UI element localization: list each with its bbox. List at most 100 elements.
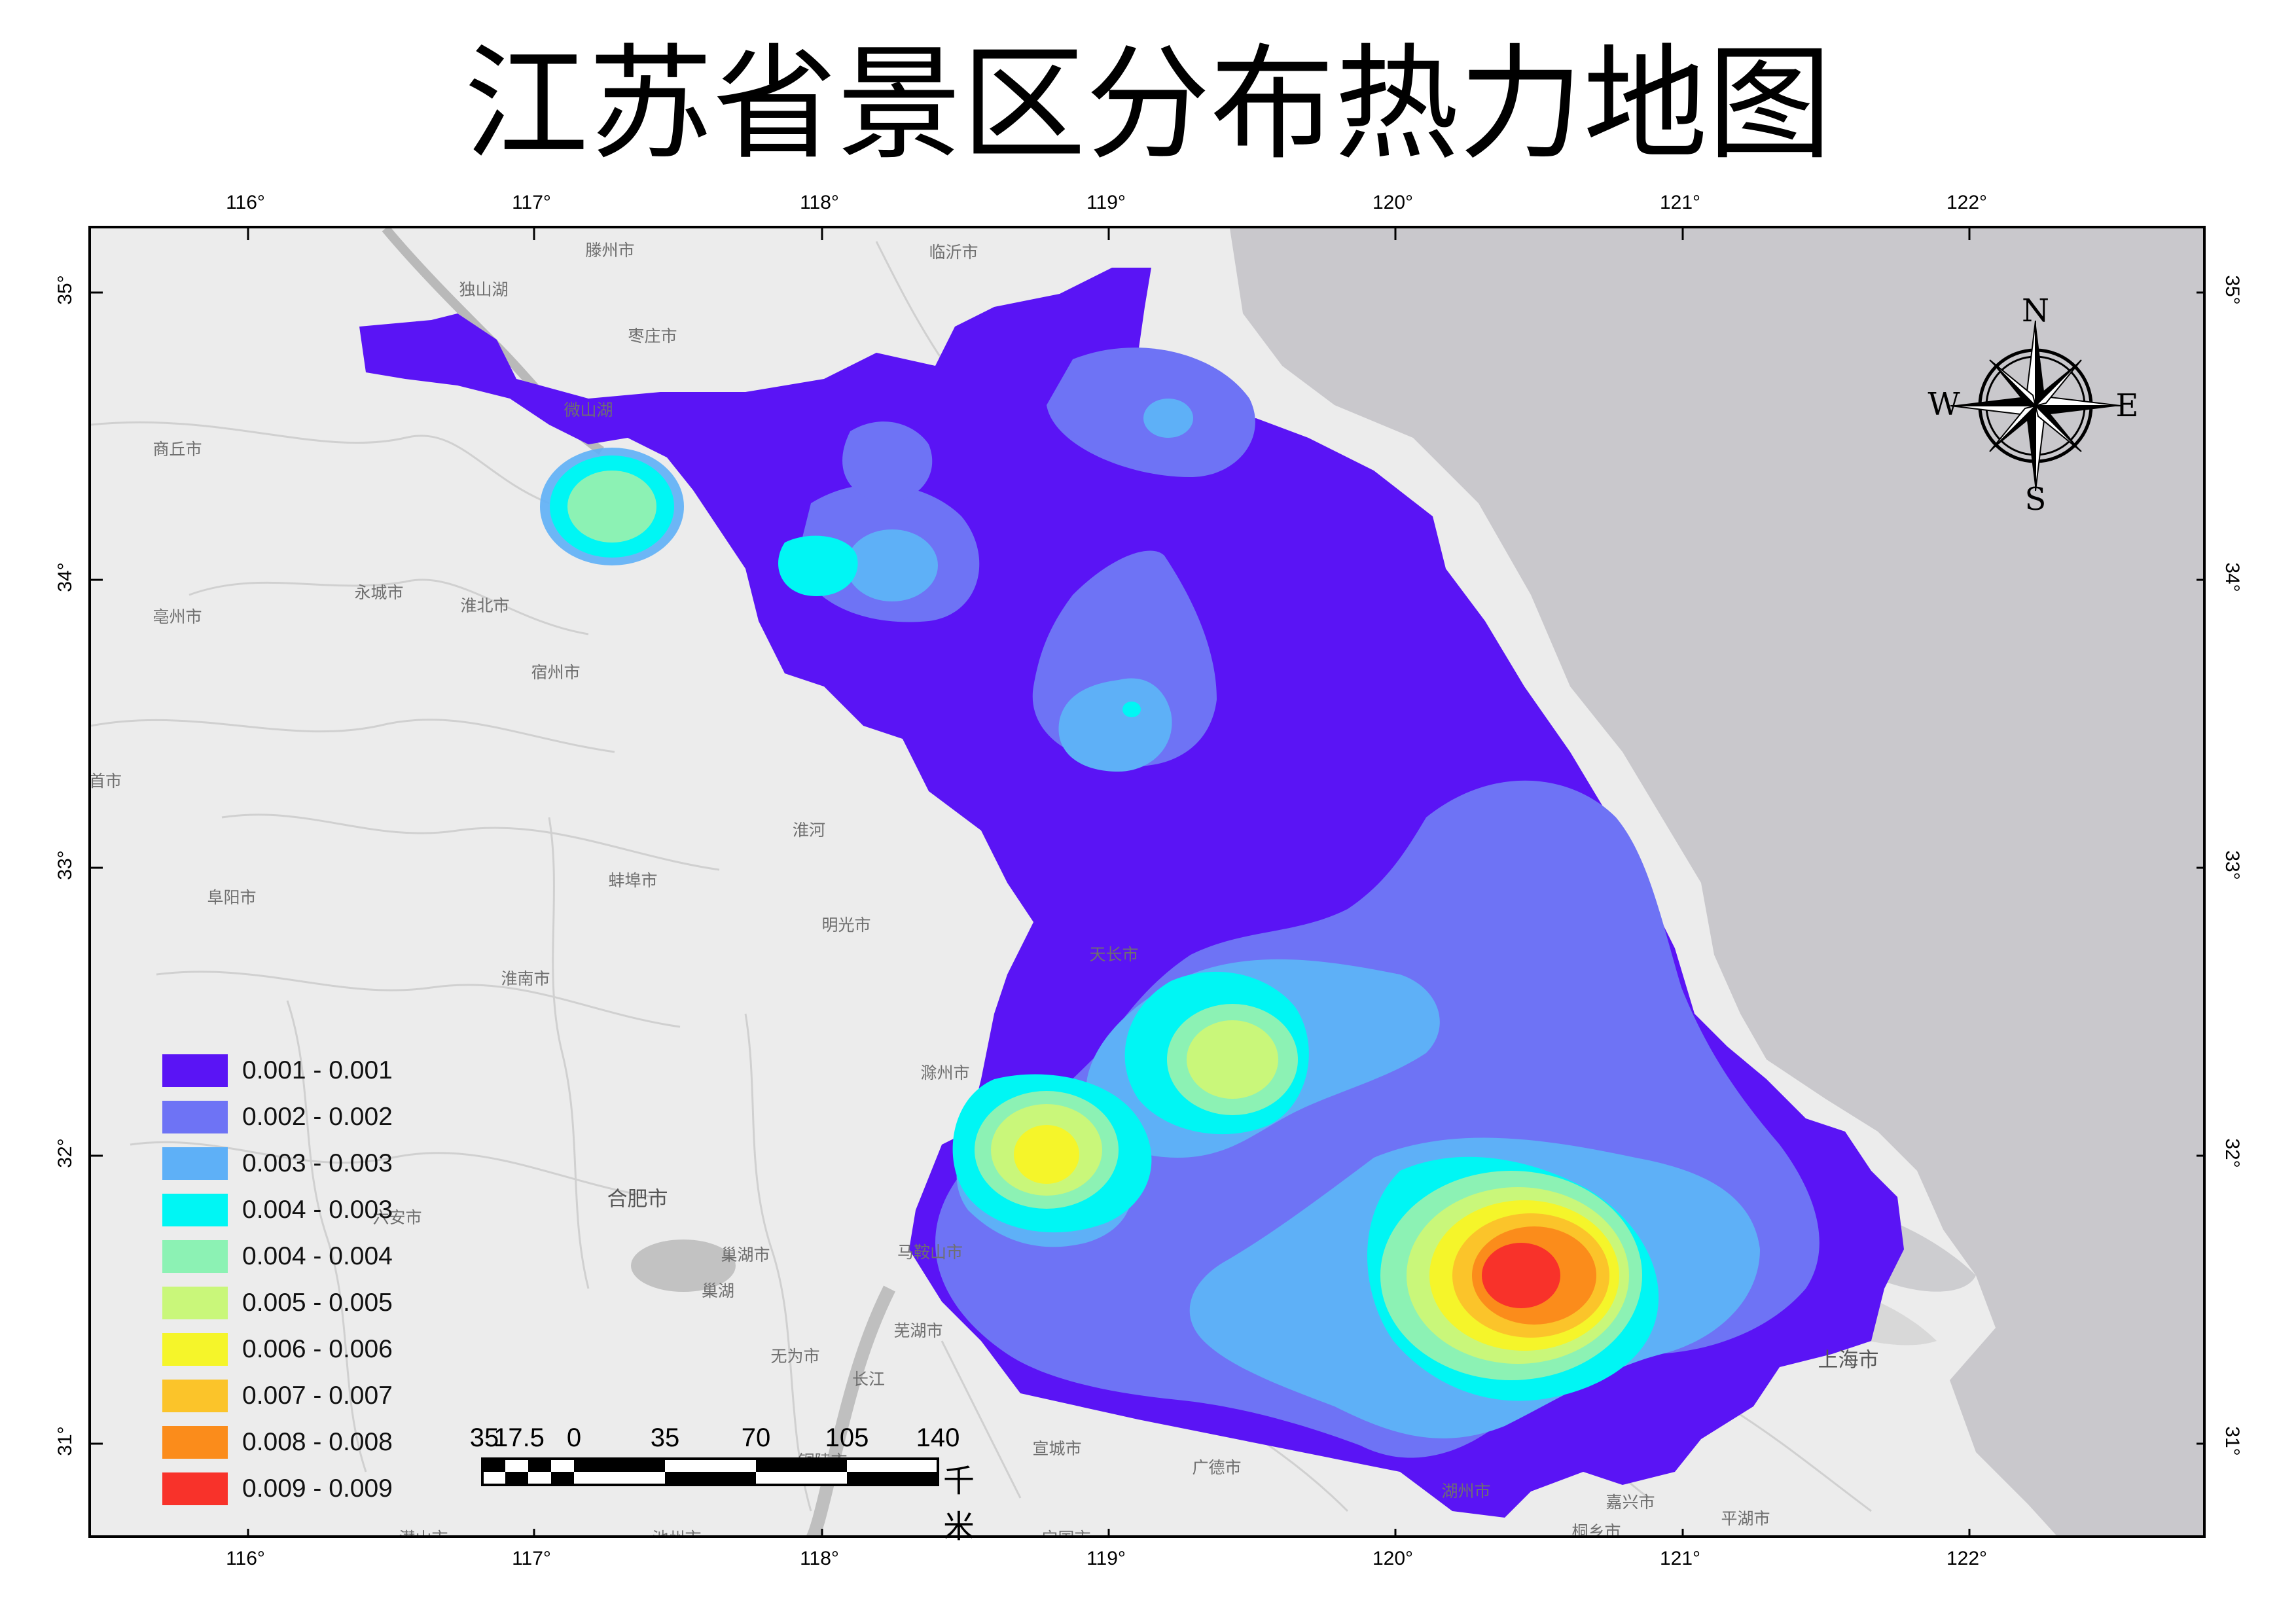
city-label: 合肥市 bbox=[607, 1187, 668, 1211]
longitude-label-bottom: 118° bbox=[800, 1548, 839, 1569]
map-svg bbox=[91, 228, 2203, 1535]
legend-item: 0.009 - 0.009 bbox=[162, 1465, 393, 1512]
scale-tick-label: 17.5 bbox=[493, 1423, 545, 1452]
city-label: 巢湖市 bbox=[721, 1245, 770, 1264]
legend-label: 0.009 - 0.009 bbox=[242, 1474, 393, 1503]
city-label: 亳州市 bbox=[152, 607, 202, 626]
city-label: 无为市 bbox=[770, 1347, 820, 1366]
latitude-label-right: 34° bbox=[2221, 562, 2243, 592]
scale-tick-label: 105 bbox=[825, 1423, 869, 1452]
sea-area bbox=[1230, 228, 2203, 1535]
city-label: 明光市 bbox=[821, 916, 871, 935]
city-label: 蚌埠市 bbox=[608, 871, 658, 890]
longitude-label-bottom: 122° bbox=[1946, 1548, 1988, 1569]
legend-swatch bbox=[162, 1054, 228, 1087]
city-label: 池州市 bbox=[652, 1525, 701, 1535]
legend-label: 0.006 - 0.006 bbox=[242, 1334, 393, 1363]
legend-swatch bbox=[162, 1147, 228, 1180]
longitude-label-top: 118° bbox=[800, 192, 839, 213]
city-label: 首市 bbox=[88, 772, 122, 791]
legend-item: 0.004 - 0.004 bbox=[162, 1233, 393, 1279]
legend-swatch bbox=[162, 1472, 228, 1505]
city-label: 商丘市 bbox=[152, 440, 202, 459]
frame-ticks bbox=[91, 228, 2203, 1535]
legend-label: 0.005 - 0.005 bbox=[242, 1288, 393, 1317]
legend-swatch bbox=[162, 1379, 228, 1412]
latitude-label-right: 31° bbox=[2221, 1426, 2243, 1456]
city-label: 临沂市 bbox=[929, 243, 978, 262]
scale-unit: 千米 bbox=[943, 1463, 975, 1545]
city-label: 天长市 bbox=[1089, 945, 1139, 964]
legend: 0.001 - 0.001 0.002 - 0.002 0.003 - 0.003 0… bbox=[162, 1047, 393, 1512]
scale-tick-label: 0 bbox=[566, 1423, 582, 1452]
legend-label: 0.004 - 0.003 bbox=[242, 1195, 393, 1224]
city-label: 六安市 bbox=[372, 1208, 422, 1227]
legend-label: 0.008 - 0.008 bbox=[242, 1427, 393, 1456]
city-label: 宁国市 bbox=[1041, 1525, 1090, 1535]
legend-label: 0.001 - 0.001 bbox=[242, 1056, 393, 1084]
longitude-label-top: 120° bbox=[1372, 192, 1414, 213]
map-canvas[interactable]: 滕州市 临沂市 独山湖 枣庄市 微山湖 商丘市 永城市 淮北市 亳州市 宿州市 阜阳市 蚌埠市 淮河 明光… bbox=[88, 226, 2206, 1538]
city-label: 滕州市 bbox=[585, 241, 635, 260]
city-label: 微山湖 bbox=[564, 401, 613, 419]
compass-west-label: W bbox=[1928, 386, 1960, 423]
city-label: 宿州市 bbox=[531, 663, 581, 682]
longitude-label-bottom: 116° bbox=[226, 1548, 265, 1569]
legend-label: 0.004 - 0.004 bbox=[242, 1241, 393, 1270]
city-label: 湖州市 bbox=[1441, 1482, 1491, 1501]
latitude-label-left: 33° bbox=[54, 850, 76, 880]
longitude-label-top: 119° bbox=[1086, 192, 1126, 213]
city-label: 枣庄市 bbox=[628, 327, 677, 346]
latitude-label-right: 35° bbox=[2221, 275, 2243, 305]
legend-item: 0.003 - 0.003 bbox=[162, 1140, 393, 1186]
city-label: 独山湖 bbox=[459, 280, 509, 299]
heatmap-layer bbox=[359, 268, 1904, 1518]
city-label: 桐乡市 bbox=[1571, 1522, 1621, 1538]
city-label: 平湖市 bbox=[1721, 1509, 1770, 1528]
city-label: 马鞍山市 bbox=[897, 1243, 963, 1262]
legend-swatch bbox=[162, 1286, 228, 1319]
compass-icon bbox=[1950, 320, 2121, 491]
latitude-label-left: 34° bbox=[54, 562, 76, 592]
longitude-label-top: 122° bbox=[1946, 192, 1988, 213]
compass-north-label: N bbox=[2022, 293, 2049, 329]
city-label: 永城市 bbox=[354, 583, 404, 602]
longitude-label-top: 117° bbox=[512, 192, 551, 213]
city-label: 滁州市 bbox=[920, 1063, 970, 1082]
city-label: 淮北市 bbox=[460, 596, 510, 615]
city-label: 巢湖 bbox=[701, 1281, 735, 1300]
city-label: 宣城市 bbox=[1032, 1439, 1082, 1458]
longitude-label-bottom: 120° bbox=[1372, 1548, 1414, 1569]
compass-south-label: S bbox=[2024, 481, 2047, 518]
legend-swatch bbox=[162, 1240, 228, 1273]
compass-east-label: E bbox=[2115, 387, 2139, 424]
legend-item: 0.007 - 0.007 bbox=[162, 1372, 393, 1419]
map-title: 江苏省景区分布热力地图 bbox=[463, 32, 1832, 177]
city-label: 嘉兴市 bbox=[1605, 1493, 1655, 1512]
latitude-label-left: 31° bbox=[54, 1426, 76, 1456]
longitude-label-top: 116° bbox=[226, 192, 265, 213]
compass-rose: N S E W bbox=[1928, 291, 2138, 520]
legend-swatch bbox=[162, 1332, 228, 1366]
scale-tick-label: 70 bbox=[741, 1423, 771, 1452]
legend-swatch bbox=[162, 1193, 228, 1226]
city-label: 淮河 bbox=[792, 821, 826, 840]
legend-swatch bbox=[162, 1100, 228, 1133]
city-label: 长江 bbox=[852, 1370, 886, 1389]
scale-tick-label: 140 bbox=[916, 1423, 960, 1452]
legend-item: 0.004 - 0.003 bbox=[162, 1186, 393, 1233]
legend-item: 0.002 - 0.002 bbox=[162, 1094, 393, 1140]
city-label: 淮南市 bbox=[501, 969, 550, 988]
legend-swatch bbox=[162, 1425, 228, 1459]
scale-tick-label: 35 bbox=[469, 1423, 499, 1452]
longitude-label-bottom: 119° bbox=[1086, 1548, 1126, 1569]
latitude-label-left: 35° bbox=[54, 275, 76, 305]
longitude-label-bottom: 117° bbox=[512, 1548, 551, 1569]
legend-label: 0.003 - 0.003 bbox=[242, 1149, 393, 1177]
city-label: 芜湖市 bbox=[893, 1321, 943, 1340]
latitude-label-left: 32° bbox=[54, 1138, 76, 1168]
longitude-label-bottom: 121° bbox=[1659, 1548, 1701, 1569]
scale-tick-label: 35 bbox=[650, 1423, 680, 1452]
legend-item: 0.001 - 0.001 bbox=[162, 1047, 393, 1094]
legend-item: 0.006 - 0.006 bbox=[162, 1326, 393, 1372]
